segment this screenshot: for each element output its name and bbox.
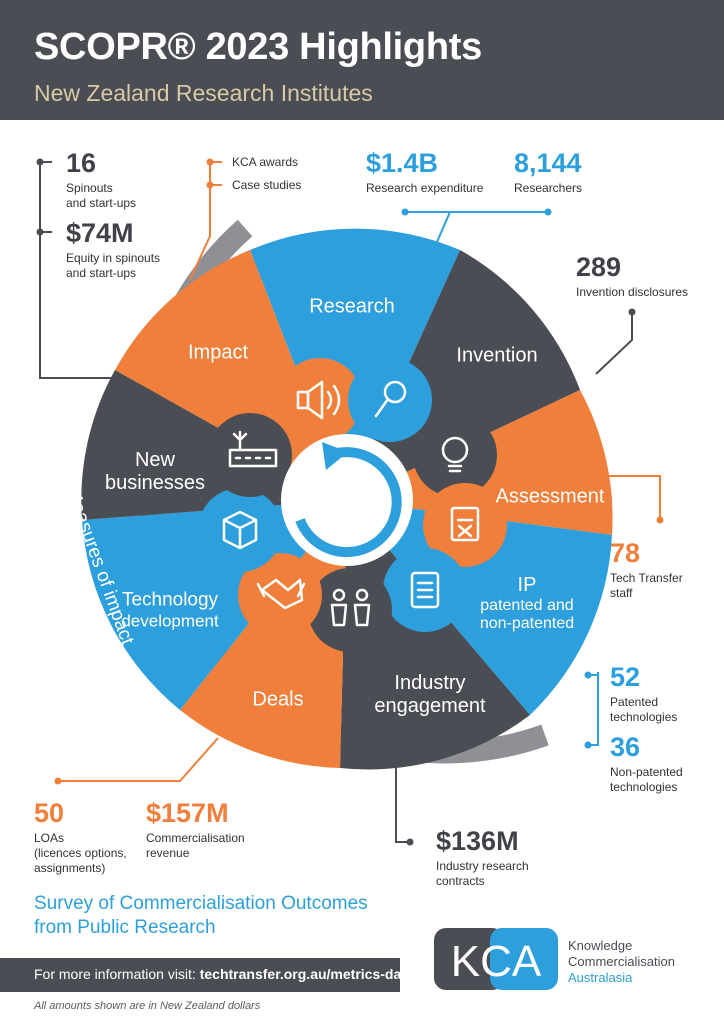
kca-name-line2: Commercialisation bbox=[568, 954, 675, 969]
survey-title: Survey of Commercialisation Outcomes fro… bbox=[34, 892, 368, 940]
clipboard-icon bbox=[450, 506, 480, 542]
stat-equity-label1: Equity in spinouts bbox=[66, 251, 161, 265]
segment-research bbox=[250, 228, 460, 500]
label-new-businesses: New businesses bbox=[105, 449, 205, 495]
stat-spinouts-label1: Spinouts bbox=[66, 181, 113, 195]
lightbulb-icon bbox=[441, 436, 469, 473]
magnifier-icon bbox=[374, 380, 407, 418]
stat-research-expenditure-label: Research expenditure bbox=[366, 181, 484, 195]
label-impact: Impact bbox=[187, 341, 249, 364]
stat-patented-value: 52 bbox=[610, 662, 641, 692]
label-technology-line2: development bbox=[121, 611, 219, 631]
cycle-arrow-icon bbox=[295, 442, 402, 558]
page-subtitle: New Zealand Research Institutes bbox=[34, 80, 373, 106]
kca-logo: KCA bbox=[434, 928, 558, 990]
stat-invention-disclosures-value: 289 bbox=[576, 252, 622, 282]
stat-industry-contracts-label2: contracts bbox=[436, 874, 485, 888]
stat-research-expenditure: $1.4B Research expenditure bbox=[366, 150, 483, 196]
stat-industry-contracts: $136M Industry research contracts bbox=[436, 828, 529, 889]
label-ip-title: IP bbox=[517, 574, 537, 597]
label-assessment: Assessment bbox=[495, 485, 605, 508]
stat-research-expenditure-value: $1.4B bbox=[366, 148, 439, 178]
label-invention: Invention bbox=[456, 344, 538, 367]
stat-loas: 50 LOAs (licences options, assignments) bbox=[34, 800, 127, 876]
stat-loas-label1: LOAs bbox=[34, 831, 65, 845]
stat-equity: $74M Equity in spinouts and start-ups bbox=[66, 220, 160, 281]
stat-non-patented-label1: Non-patented bbox=[610, 765, 683, 779]
stat-commercialisation-revenue-label1: Commercialisation bbox=[146, 831, 245, 845]
survey-title-line2: from Public Research bbox=[34, 917, 216, 938]
label-new-businesses-line2: businesses bbox=[104, 472, 206, 494]
connector-dots bbox=[36, 158, 664, 846]
kca-name-line3: Australasia bbox=[568, 970, 633, 985]
stat-researchers: 8,144 Researchers bbox=[514, 150, 582, 196]
stat-industry-contracts-label1: Industry research bbox=[436, 859, 529, 873]
label-industry: Industry engagement bbox=[374, 672, 485, 718]
stat-tech-transfer-staff: 78 Tech Transfer staff bbox=[610, 540, 683, 601]
stat-tech-transfer-staff-label1: Tech Transfer bbox=[610, 571, 683, 585]
stat-commercialisation-revenue: $157M Commercialisation revenue bbox=[146, 800, 245, 861]
stat-loas-value: 50 bbox=[34, 798, 65, 828]
stat-equity-value: $74M bbox=[66, 218, 134, 248]
stat-loas-label2: (licences options, bbox=[34, 846, 127, 860]
handshake-icon bbox=[256, 578, 306, 610]
people-icon bbox=[330, 588, 371, 627]
currency-note: All amounts shown are in New Zealand dol… bbox=[34, 1000, 261, 1012]
cube-icon bbox=[222, 510, 258, 550]
stat-case-studies: Case studies bbox=[232, 178, 302, 192]
stat-equity-label2: and start-ups bbox=[66, 266, 137, 280]
scroll-icon bbox=[410, 571, 440, 609]
stat-commercialisation-revenue-label2: revenue bbox=[146, 846, 190, 860]
stat-kca-awards: KCA awards bbox=[232, 155, 299, 169]
segment-technology bbox=[82, 500, 347, 710]
segment-impact bbox=[115, 250, 347, 500]
stat-non-patented: 36 Non-patented technologies bbox=[610, 734, 683, 795]
info-link[interactable]: techtransfer.org.au/metrics-data bbox=[199, 966, 414, 982]
info-bar bbox=[0, 958, 400, 992]
label-deals: Deals bbox=[252, 688, 304, 711]
label-research: Research bbox=[309, 295, 395, 318]
label-new-businesses-line1: New bbox=[134, 449, 175, 471]
label-technology-line1: Technology bbox=[121, 589, 219, 611]
header-banner bbox=[0, 0, 724, 120]
stat-commercialisation-revenue-value: $157M bbox=[146, 798, 229, 828]
stat-patented-label2: technologies bbox=[610, 710, 678, 724]
stat-researchers-value: 8,144 bbox=[514, 148, 582, 178]
info-prefix: For more information visit: bbox=[34, 966, 200, 982]
label-industry-line1: Industry bbox=[394, 672, 466, 694]
kca-name: Knowledge Commercialisation Australasia bbox=[568, 938, 675, 986]
segment-industry bbox=[340, 500, 530, 770]
stat-spinouts: 16 Spinouts and start-ups bbox=[66, 150, 136, 211]
page-title: SCOPR® 2023 Highlights bbox=[34, 26, 482, 68]
kca-logo-text: KCA bbox=[451, 937, 542, 986]
speaker-icon bbox=[296, 380, 341, 420]
label-technology: Technology development bbox=[121, 589, 218, 630]
stat-tech-transfer-staff-value: 78 bbox=[610, 538, 641, 568]
label-ip: IP patented and non-patented bbox=[480, 574, 574, 634]
label-ip-sub1: patented and bbox=[480, 597, 574, 615]
stat-researchers-label: Researchers bbox=[514, 181, 583, 195]
stat-industry-contracts-value: $136M bbox=[436, 826, 519, 856]
stat-spinouts-label2: and start-ups bbox=[66, 196, 137, 210]
stat-tech-transfer-staff-label2: staff bbox=[610, 586, 633, 600]
stat-patented: 52 Patented technologies bbox=[610, 664, 677, 725]
stat-non-patented-label2: technologies bbox=[610, 780, 678, 794]
stat-invention-disclosures: 289 Invention disclosures bbox=[576, 254, 688, 300]
factory-icon bbox=[228, 430, 278, 468]
stat-non-patented-value: 36 bbox=[610, 732, 641, 762]
survey-title-line1: Survey of Commercialisation Outcomes bbox=[34, 893, 368, 914]
stat-spinouts-value: 16 bbox=[66, 148, 97, 178]
stat-loas-label3: assignments) bbox=[34, 861, 106, 875]
info-text: For more information visit: techtransfer… bbox=[34, 966, 414, 982]
stat-patented-label1: Patented bbox=[610, 695, 659, 709]
stat-invention-disclosures-label: Invention disclosures bbox=[576, 285, 689, 299]
label-ip-sub2: non-patented bbox=[479, 615, 575, 633]
kca-name-line1: Knowledge bbox=[568, 938, 633, 953]
label-industry-line2: engagement bbox=[374, 695, 486, 717]
